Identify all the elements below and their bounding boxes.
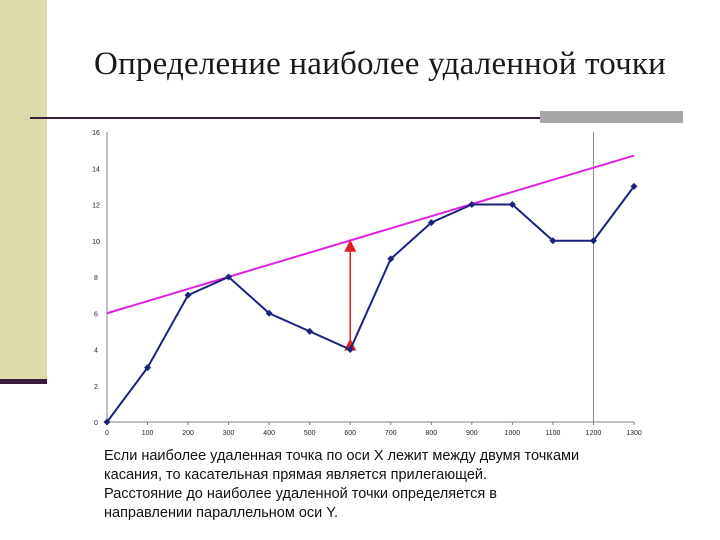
caption-line-4: направлении параллельном оси Y.: [104, 505, 339, 521]
plot-area: [107, 132, 634, 422]
data-point: [265, 309, 273, 317]
data-point: [387, 255, 395, 263]
data-point: [103, 418, 111, 426]
data-point: [144, 364, 152, 372]
y-tick-label: 0: [94, 420, 98, 427]
y-tick-label: 12: [92, 203, 100, 210]
y-tick-label: 2: [94, 384, 98, 391]
x-tick-label: 500: [304, 430, 316, 437]
title-divider-line: [30, 117, 540, 119]
side-decor-bar: [0, 0, 47, 382]
x-tick-label: 200: [182, 430, 194, 437]
caption-line-1: Если наиболее удаленная точка по оси X л…: [104, 448, 580, 464]
y-tick-label: 4: [94, 348, 98, 355]
x-tick-label: 1200: [586, 430, 602, 437]
y-tick-label: 14: [92, 166, 100, 173]
x-tick-label: 1000: [505, 430, 521, 437]
x-tick-label: 600: [344, 430, 356, 437]
data-point: [346, 346, 354, 353]
x-tick-label: 900: [466, 430, 478, 437]
data-point: [508, 201, 516, 208]
y-tick-label: 16: [92, 130, 100, 137]
x-tick-label: 300: [223, 430, 235, 437]
x-tick-label: 0: [105, 430, 109, 437]
x-tick-label: 800: [425, 430, 437, 437]
slide-title: Определение наиболее удаленной точки: [94, 46, 666, 82]
y-tick-label: 8: [94, 275, 98, 282]
title-divider-block: [540, 111, 683, 123]
data-point: [306, 327, 314, 335]
caption-line-2: касания, то касательная прямая является …: [104, 467, 488, 483]
tangent-line: [106, 154, 635, 315]
caption-line-3: Расстояние до наиболее удаленной точки о…: [104, 486, 497, 502]
data-point: [468, 201, 476, 208]
data-point: [427, 219, 435, 227]
side-decor-edge: [0, 379, 47, 384]
data-point: [589, 237, 597, 245]
series-line: [106, 185, 635, 423]
x-tick-label: 100: [142, 430, 154, 437]
x-tick-label: 1300: [626, 430, 642, 437]
y-tick-label: 10: [92, 239, 100, 246]
x-tick-label: 700: [385, 430, 397, 437]
x-tick-label: 1100: [545, 430, 560, 437]
y-tick-label: 6: [94, 311, 98, 318]
data-point: [630, 182, 638, 190]
data-point: [549, 237, 557, 245]
caption: Если наиболее удаленная точка по оси X л…: [104, 447, 664, 523]
data-point: [184, 291, 192, 299]
x-tick-label: 400: [263, 430, 275, 437]
data-point: [225, 273, 233, 281]
